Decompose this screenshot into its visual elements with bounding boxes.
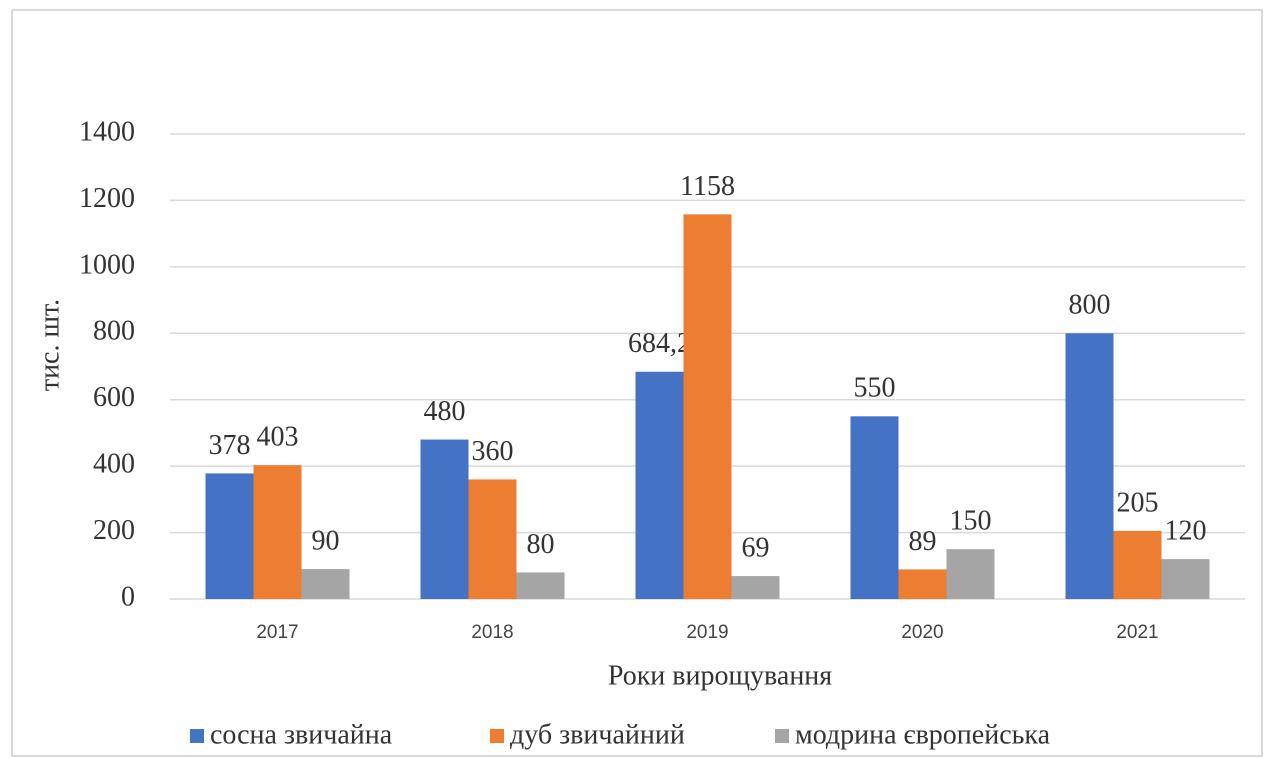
data-label: 403 <box>257 422 299 453</box>
data-label: 80 <box>527 529 555 560</box>
data-label: 684,2 <box>628 328 691 359</box>
y-axis-title: тис. шт. <box>34 299 65 391</box>
data-label: 69 <box>742 533 770 564</box>
bar <box>683 214 732 599</box>
y-tick-label: 400 <box>93 449 135 480</box>
y-tick-label: 200 <box>93 515 135 546</box>
bar <box>731 576 780 599</box>
y-tick-label: 1000 <box>79 249 135 280</box>
data-label: 480 <box>424 396 466 427</box>
x-tick-label: 2020 <box>901 622 943 643</box>
y-tick-label: 800 <box>93 316 135 347</box>
bar <box>468 479 517 599</box>
data-label: 120 <box>1165 516 1207 547</box>
y-tick-label: 1400 <box>79 116 135 147</box>
bar <box>850 416 899 599</box>
bar <box>253 465 302 599</box>
bar <box>516 572 565 599</box>
bar <box>420 439 469 599</box>
x-tick-label: 2019 <box>686 622 728 643</box>
legend-label: сосна звичайна <box>210 719 393 750</box>
bar <box>635 371 684 599</box>
x-axis-title: Роки вирощування <box>608 660 832 691</box>
x-tick-label: 2021 <box>1116 622 1158 643</box>
data-label: 360 <box>472 436 514 467</box>
bar <box>1113 530 1162 599</box>
data-label: 1158 <box>680 171 735 202</box>
data-label: 150 <box>950 506 992 537</box>
bar <box>1161 559 1210 599</box>
bar <box>1065 333 1114 599</box>
y-tick-label: 600 <box>93 382 135 413</box>
x-tick-label: 2017 <box>256 622 298 643</box>
legend-swatch <box>775 729 789 743</box>
data-label: 550 <box>854 373 896 404</box>
data-label: 378 <box>209 430 251 461</box>
y-tick-label: 0 <box>121 581 135 612</box>
x-tick-label: 2018 <box>471 622 513 643</box>
bar <box>946 549 995 599</box>
legend-swatch <box>490 729 504 743</box>
data-label: 90 <box>312 526 340 557</box>
bar <box>301 569 350 599</box>
legend-label: дуб звичайний <box>510 719 685 750</box>
bar <box>898 569 947 599</box>
data-label: 800 <box>1069 290 1111 321</box>
legend-swatch <box>190 729 204 743</box>
data-label: 89 <box>909 526 937 557</box>
legend-label: модрина європейська <box>795 719 1051 750</box>
y-tick-label: 1200 <box>79 183 135 214</box>
bar <box>205 473 254 599</box>
data-label: 205 <box>1117 487 1159 518</box>
